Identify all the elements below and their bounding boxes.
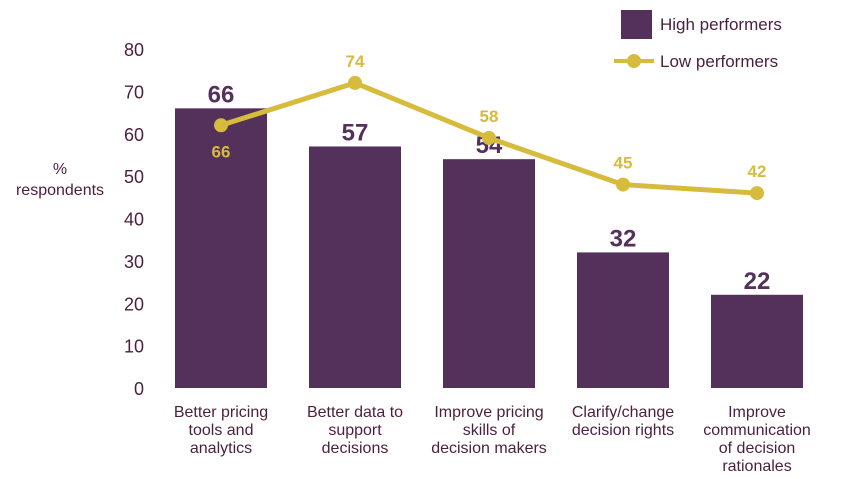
- line-value-label: 74: [346, 52, 365, 71]
- y-tick-label: 80: [124, 40, 144, 60]
- y-tick-label: 70: [124, 82, 144, 102]
- line-value-label: 45: [614, 154, 633, 173]
- y-axis-label-line-2: respondents: [16, 182, 104, 199]
- category-label: analytics: [190, 440, 252, 457]
- bar-value-label: 22: [744, 268, 771, 295]
- bar: [443, 159, 535, 388]
- line-series: 66 74 58 45 42: [212, 52, 767, 201]
- category-label: Improve: [728, 404, 786, 421]
- legend: High performers Low performers: [614, 10, 782, 71]
- bar: [711, 294, 803, 388]
- legend-high-performers-label: High performers: [660, 15, 782, 34]
- category-label: tools and: [189, 422, 254, 439]
- line-point: [214, 118, 228, 133]
- line-value-label: 58: [480, 107, 499, 126]
- y-tick-label: 50: [124, 167, 144, 187]
- legend-low-performers-label: Low performers: [660, 52, 778, 71]
- bar-value-label: 57: [342, 119, 369, 146]
- legend-high-performers-swatch: [621, 10, 652, 39]
- line-point: [616, 177, 630, 192]
- category-label: communication: [703, 422, 811, 439]
- legend-low-performers-marker: [627, 54, 641, 68]
- line-point: [482, 130, 496, 145]
- bar: [577, 252, 669, 388]
- line-value-label: 66: [212, 142, 231, 161]
- y-tick-label: 0: [134, 379, 144, 399]
- category-label: support: [328, 422, 382, 439]
- y-tick-label: 40: [124, 210, 144, 230]
- category-label: Better pricing: [174, 404, 268, 421]
- category-label: Clarify/change: [572, 404, 674, 421]
- bar: [309, 146, 401, 388]
- y-axis-label-line-1: %: [53, 161, 67, 178]
- category-label: decision makers: [431, 440, 547, 457]
- category-label: skills of: [463, 422, 516, 439]
- y-tick-label: 30: [124, 252, 144, 272]
- category-label: decisions: [322, 440, 389, 457]
- line-point: [750, 186, 764, 201]
- category-label: rationales: [722, 458, 791, 475]
- bar: [175, 108, 267, 388]
- category-label: Improve pricing: [434, 404, 543, 421]
- y-tick-label: 20: [124, 294, 144, 314]
- line-value-label: 42: [748, 162, 767, 181]
- y-axis-ticks: 0 10 20 30 40 50 60 70 80: [124, 40, 144, 399]
- category-label: of decision: [719, 440, 796, 457]
- y-tick-label: 10: [124, 337, 144, 357]
- y-tick-label: 60: [124, 125, 144, 145]
- line-point: [348, 75, 362, 90]
- bar-value-label: 32: [610, 225, 637, 252]
- bar-value-label: 66: [208, 81, 235, 108]
- category-label: Better data to: [307, 404, 403, 421]
- category-label: decision rights: [572, 422, 674, 439]
